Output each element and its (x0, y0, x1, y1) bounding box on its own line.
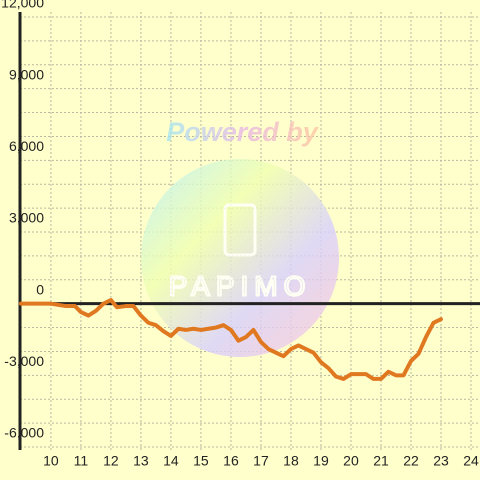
x-tick-label: 10 (43, 453, 59, 469)
x-tick-label: 14 (163, 453, 179, 469)
watermark-text: Powered by (166, 117, 320, 147)
x-tick-label: 13 (133, 453, 149, 469)
x-tick-label: 16 (223, 453, 239, 469)
x-tick-label: 24 (463, 453, 479, 469)
data-line (18, 298, 443, 381)
watermark: Powered by PAPIMO (141, 117, 339, 357)
watermark-icon (223, 203, 257, 257)
x-tick-label: 21 (373, 453, 389, 469)
x-tick-label: 22 (403, 453, 419, 469)
x-tick-label: 11 (74, 453, 89, 469)
x-tick-label: 20 (343, 453, 359, 469)
y-tick-label: 12,000 (1, 0, 44, 11)
y-tick-label: 0 (36, 281, 44, 297)
y-tick-label: -6,000 (4, 425, 44, 441)
x-tick-label: 19 (313, 453, 329, 469)
y-tick-label: 3,000 (9, 210, 44, 226)
y-tick-label: 9,000 (9, 66, 44, 82)
watermark-logo: PAPIMO (169, 270, 312, 301)
x-tick-label: 23 (433, 453, 449, 469)
watermark-circle (141, 159, 339, 357)
y-tick-label: 6,000 (9, 138, 44, 154)
x-tick-label: 17 (253, 453, 269, 469)
x-tick-label: 18 (283, 453, 299, 469)
y-tick-label: -3,000 (4, 353, 44, 369)
x-tick-label: 12 (103, 453, 119, 469)
x-tick-label: 15 (193, 453, 209, 469)
